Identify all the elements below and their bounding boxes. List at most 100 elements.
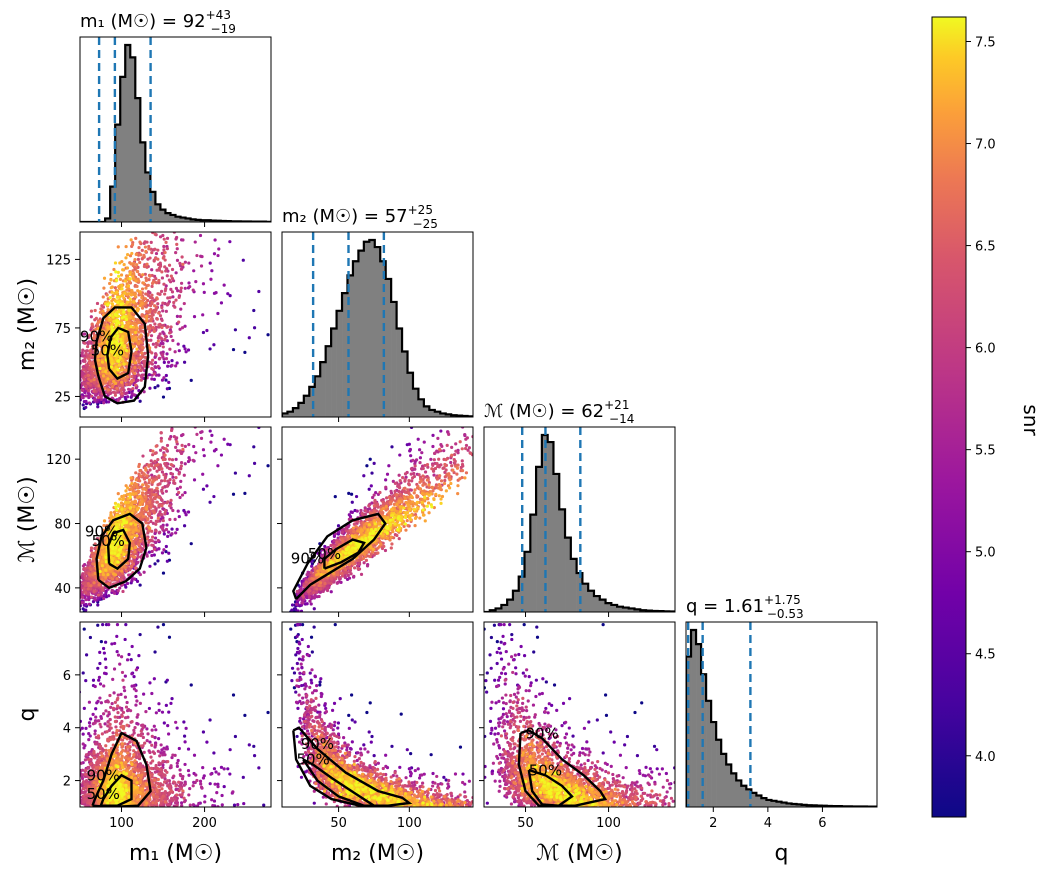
scatter-point (92, 388, 96, 392)
scatter-point (156, 364, 160, 369)
hist-bar (130, 57, 136, 222)
scatter-point (131, 562, 136, 566)
scatter-point (163, 292, 167, 296)
scatter-point (120, 321, 124, 325)
scatter-point (140, 296, 144, 300)
scatter-point (168, 296, 172, 300)
scatter-point (99, 592, 103, 596)
scatter-point (127, 292, 131, 296)
scatter-point (167, 457, 172, 461)
scatter-point (113, 286, 117, 290)
scatter-point (123, 300, 127, 304)
scatter-point (187, 261, 191, 265)
scatter-point (162, 532, 166, 536)
scatter-point (183, 490, 187, 495)
scatter-point (170, 458, 175, 462)
scatter-point (150, 464, 154, 468)
scatter-point (100, 354, 105, 358)
scatter-point (110, 299, 114, 303)
scatter-point (120, 294, 125, 298)
scatter-point (151, 535, 155, 539)
scatter-point (123, 368, 128, 372)
scatter-point (108, 317, 112, 322)
scatter-point (116, 320, 120, 324)
scatter-point (140, 313, 144, 317)
scatter-point (139, 368, 143, 372)
scatter-point (102, 596, 106, 601)
scatter-point (84, 584, 88, 588)
scatter-point (130, 500, 134, 504)
scatter-point (135, 579, 140, 583)
scatter-point (126, 321, 130, 325)
scatter-point (152, 466, 156, 470)
scatter-point (148, 564, 152, 568)
scatter-point (130, 481, 134, 486)
scatter-point (144, 521, 148, 525)
scatter-point (169, 498, 173, 502)
scatter-point (166, 500, 170, 504)
scatter-point (143, 355, 147, 359)
scatter-point (150, 473, 154, 477)
scatter-point (136, 555, 140, 559)
scatter-point (120, 574, 124, 578)
scatter-point (81, 403, 85, 407)
scatter-point (163, 288, 167, 293)
scatter-point (133, 555, 137, 559)
hist-bar (115, 124, 121, 222)
scatter-point (157, 278, 161, 283)
scatter-point (90, 551, 94, 555)
scatter-point (176, 289, 180, 293)
scatter-point (91, 336, 96, 340)
scatter-point (110, 325, 114, 330)
scatter-point (165, 246, 169, 251)
hist-bar (363, 241, 370, 417)
scatter-point (143, 297, 147, 301)
scatter-point (142, 281, 146, 285)
hist-bar (347, 275, 354, 417)
scatter-point (84, 363, 88, 367)
scatter-point (142, 487, 146, 491)
scatter-point (171, 475, 175, 479)
scatter-point (134, 350, 138, 354)
scatter-point (112, 379, 116, 384)
scatter-point (167, 278, 171, 282)
scatter-point (150, 301, 154, 305)
scatter-point (171, 295, 175, 299)
scatter-point (106, 572, 110, 577)
scatter-point (252, 461, 257, 465)
scatter-point (112, 267, 116, 272)
scatter-point (141, 454, 145, 458)
hist-bar (402, 351, 408, 417)
hist-bar (396, 328, 403, 417)
scatter-point (150, 351, 154, 355)
hist-bar (325, 346, 332, 417)
scatter-point (160, 325, 164, 330)
scatter-point (163, 334, 168, 338)
scatter-point (158, 510, 162, 514)
scatter-point (110, 350, 114, 354)
scatter-point (141, 273, 145, 277)
scatter-point (109, 356, 113, 361)
scatter-point (135, 347, 139, 351)
scatter-point (110, 328, 115, 333)
scatter-point (128, 297, 132, 301)
scatter-point (110, 322, 114, 326)
scatter-point (135, 534, 139, 538)
scatter-point (175, 487, 180, 491)
scatter-point (164, 544, 168, 549)
scatter-point (154, 529, 158, 533)
scatter-point (194, 451, 198, 455)
scatter-point (81, 607, 85, 611)
scatter-point (149, 504, 153, 508)
scatter-point (131, 508, 136, 513)
scatter-point (164, 378, 168, 382)
scatter-point (84, 394, 88, 398)
scatter-point (159, 439, 163, 443)
scatter-point (166, 303, 170, 307)
contour-label-90: 90% (80, 328, 113, 346)
scatter-point (110, 290, 114, 294)
scatter-point (154, 251, 159, 256)
scatter-point (168, 347, 172, 351)
hist-bar (120, 76, 126, 222)
